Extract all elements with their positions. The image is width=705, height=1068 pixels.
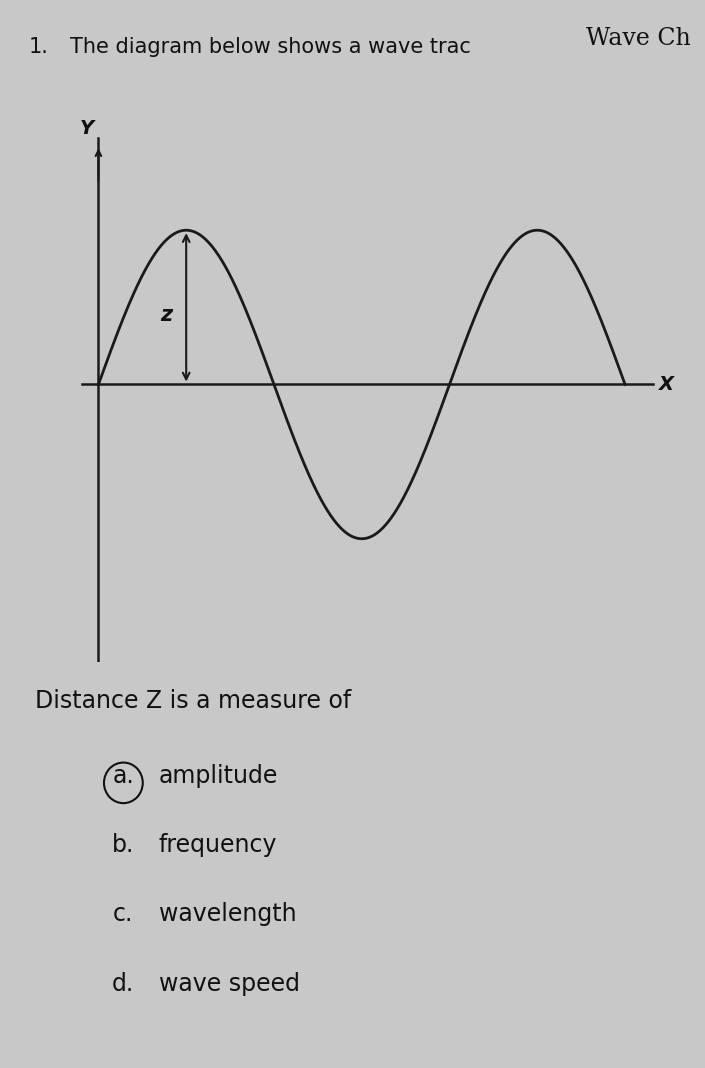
Text: 1.: 1. [28,37,48,58]
Text: amplitude: amplitude [159,764,278,787]
Text: Wave Ch: Wave Ch [586,27,691,50]
Text: d.: d. [112,972,135,995]
Text: Distance Z is a measure of: Distance Z is a measure of [35,689,352,712]
Text: c.: c. [114,902,133,926]
Text: a.: a. [113,764,134,787]
Text: frequency: frequency [159,833,277,857]
Text: b.: b. [112,833,135,857]
Text: z: z [161,305,173,325]
Text: The diagram below shows a wave trac: The diagram below shows a wave trac [70,37,472,58]
Text: X: X [658,375,673,394]
Text: Y: Y [80,119,94,138]
Text: wavelength: wavelength [159,902,296,926]
Text: wave speed: wave speed [159,972,300,995]
